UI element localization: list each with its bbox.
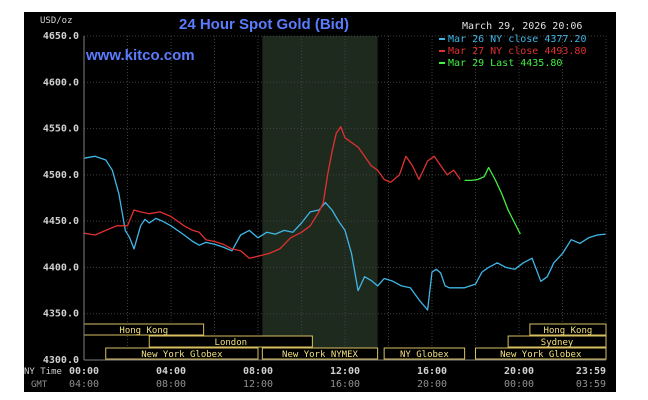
x-tick-label-ny: 20:00 xyxy=(504,366,534,377)
x-tick-label-gmt: 03:59 xyxy=(576,379,606,390)
y-axis: 4650.0 4600.0 4550.0 4500.0 4450.0 4400.0 4350… xyxy=(43,31,606,366)
session-box xyxy=(261,347,379,360)
series-line-3 xyxy=(464,166,521,235)
session-label: Sydney xyxy=(541,338,574,348)
grid-lines xyxy=(83,35,607,361)
shaded-region xyxy=(262,36,378,360)
legend-entry: Mar 29 Last 4435.80 xyxy=(448,58,562,69)
session-label: New York Globex xyxy=(500,350,582,360)
series-line-1 xyxy=(83,155,606,311)
x-tick-label-gmt: 16:00 xyxy=(330,379,360,390)
session-box xyxy=(148,335,313,348)
gold-price-chart: Hong Kong London New York Globex New York N… xyxy=(24,12,616,392)
y-tick-label: 4400.0 xyxy=(43,262,79,273)
session-label: London xyxy=(215,338,248,348)
market-sessions: Hong Kong London New York Globex New York N… xyxy=(83,323,607,360)
session-box xyxy=(383,347,466,360)
y-tick-label: 4450.0 xyxy=(43,216,79,227)
y-tick-label: 4500.0 xyxy=(43,170,79,181)
x-tick-label-ny: 04:00 xyxy=(156,366,186,377)
x-tick-label-gmt: 20:00 xyxy=(417,379,447,390)
x-tick-label-gmt: 04:00 xyxy=(69,379,99,390)
series-line-2 xyxy=(83,126,461,259)
session-label: New York Globex xyxy=(141,350,223,360)
x-tick-label-ny: 23:59 xyxy=(576,366,606,377)
gmt-row-label: GMT xyxy=(31,380,48,390)
y-axis-unit-label: USD/oz xyxy=(40,16,73,26)
timestamp: March 29, 2026 20:06 xyxy=(462,21,582,32)
x-tick-label-ny: 12:00 xyxy=(330,366,360,377)
y-tick-label: 4350.0 xyxy=(43,309,79,320)
session-box xyxy=(507,335,607,348)
session-label: New York NYMEX xyxy=(282,350,358,360)
legend-entry: Mar 26 NY close 4377.20 xyxy=(448,34,586,45)
y-tick-label: 4550.0 xyxy=(43,124,79,135)
x-axis: 00:00 04:00 04:00 08:00 08:00 12:00 12:00 16:00… xyxy=(69,366,606,390)
y-tick-label: 4300.0 xyxy=(43,355,79,366)
x-tick-label-gmt: 08:00 xyxy=(156,379,186,390)
chart-title: 24 Hour Spot Gold (Bid) xyxy=(179,16,349,33)
x-tick-label-ny: 00:00 xyxy=(69,366,99,377)
session-label: Hong Kong xyxy=(119,326,168,336)
series-lines xyxy=(83,126,606,311)
legend-entry: Mar 27 NY close 4493.80 xyxy=(448,46,586,57)
y-tick-label: 4650.0 xyxy=(43,31,79,42)
session-label: NY Globex xyxy=(400,350,449,360)
ny-time-row-label: NY Time xyxy=(24,367,62,377)
session-box xyxy=(475,347,607,360)
y-tick-label: 4600.0 xyxy=(43,77,79,88)
session-box xyxy=(529,323,607,336)
x-tick-label-ny: 08:00 xyxy=(243,366,273,377)
session-box xyxy=(105,347,259,360)
x-tick-label-gmt: 00:00 xyxy=(504,379,534,390)
x-tick-label-gmt: 12:00 xyxy=(243,379,273,390)
session-label: Hong Kong xyxy=(544,326,593,336)
chart-canvas: Hong Kong London New York Globex New York N… xyxy=(24,16,607,390)
x-tick-label-ny: 16:00 xyxy=(417,366,447,377)
nymex-shaded-region xyxy=(262,36,378,360)
kitco-url-watermark: www.kitco.com xyxy=(85,47,195,64)
